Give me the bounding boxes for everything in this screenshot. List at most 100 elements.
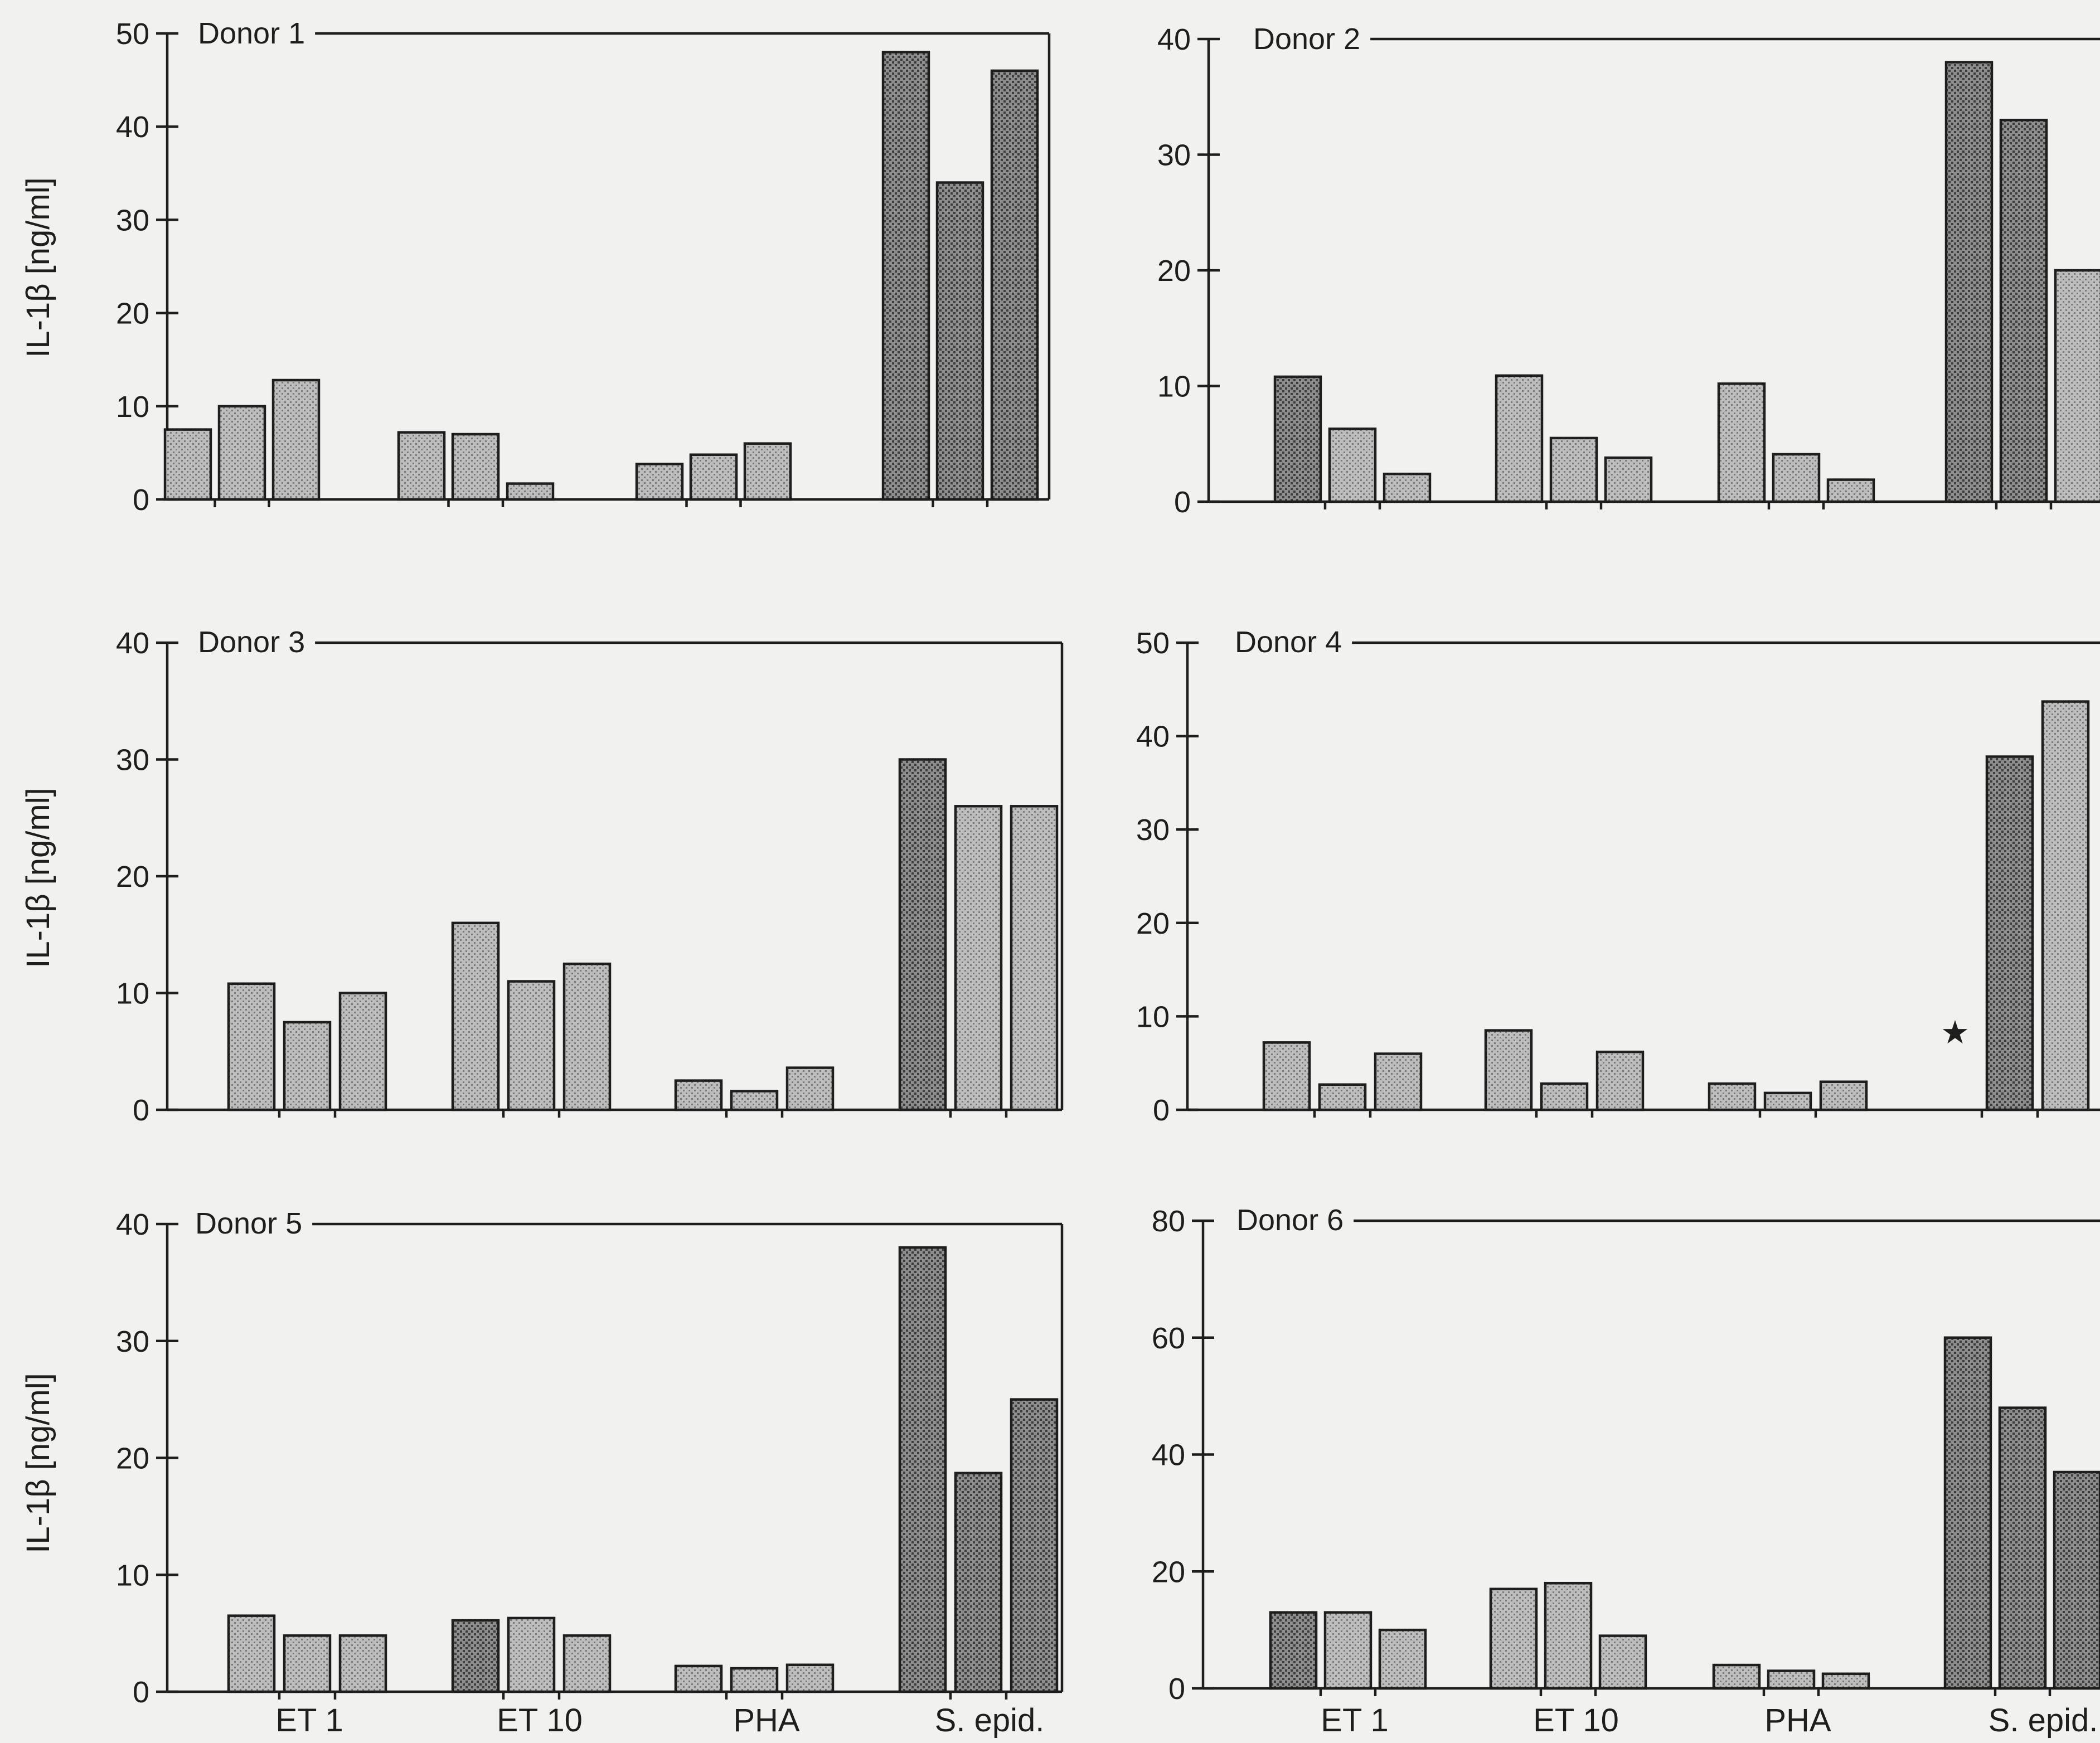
- category-label: ET 1: [1321, 1702, 1388, 1739]
- bar-et-10-3: [1604, 456, 1653, 503]
- y-tick-label: 0: [133, 483, 149, 517]
- bar-et-1-2: [1318, 1083, 1367, 1111]
- y-tick-label: 30: [1157, 139, 1191, 172]
- bar-et-1-3: [1374, 1052, 1423, 1111]
- bar-pha-3: [1819, 1080, 1868, 1111]
- panel-title: Donor 4: [1235, 625, 1342, 659]
- y-tick-label: 40: [116, 110, 149, 144]
- bar-pha-1: [635, 463, 684, 501]
- category-label: S. epid.: [935, 1702, 1045, 1739]
- panel-donor-5: Donor 5 0 10 20 30 40: [116, 1207, 1064, 1709]
- bar-et-1-2: [1328, 428, 1377, 503]
- y-tick-label: 30: [116, 203, 149, 237]
- bar-pha-2: [1767, 1669, 1816, 1690]
- x-category-labels-left: ET 1 ET 10 PHA S. epid.: [275, 1702, 1044, 1739]
- y-tick-label: 0: [133, 1676, 149, 1709]
- y-axis-title-row-3: IL-1β [ng/ml]: [20, 1373, 56, 1553]
- panel-donor-2: Donor 2 0 10 20 30 40: [1157, 22, 2100, 519]
- bar-et-1-2: [283, 1021, 332, 1111]
- y-tick-label: 10: [1136, 1000, 1170, 1033]
- bar-pha-1: [1712, 1663, 1761, 1690]
- bar-s-epid-3: [2053, 1470, 2100, 1690]
- bar-s-epid-2: [1985, 755, 2034, 1111]
- bar-et-10-1: [1484, 1029, 1533, 1111]
- x-category-labels-right: ET 1 ET 10 PHA S. epid.: [1321, 1702, 2098, 1739]
- y-tick-label: 20: [116, 860, 149, 894]
- bar-et-10-1: [451, 921, 500, 1111]
- y-tick-label: 0: [1174, 485, 1191, 519]
- y-tick-label: 30: [116, 1325, 149, 1358]
- bar-et-10-2: [1549, 436, 1598, 503]
- bar-s-epid-1: [881, 51, 930, 501]
- y-tick-label: 20: [1136, 907, 1170, 940]
- panel-title: Donor 6: [1236, 1203, 1344, 1237]
- bar-et-10-1: [1489, 1587, 1538, 1690]
- bar-et-1-3: [1378, 1628, 1427, 1690]
- bar-pha-3: [785, 1663, 835, 1693]
- category-label: ET 10: [1533, 1702, 1619, 1739]
- bar-s-epid-1: [898, 1246, 947, 1693]
- bar-s-epid-2: [954, 1472, 1003, 1693]
- bar-s-epid-3: [2041, 700, 2090, 1111]
- bar-pha-1: [1717, 382, 1766, 503]
- bar-et-10-3: [562, 1634, 612, 1693]
- bar-pha-1: [1708, 1082, 1757, 1111]
- y-tick-label: 40: [116, 627, 149, 660]
- category-label: ET 10: [497, 1702, 583, 1739]
- bar-et-1-2: [283, 1634, 332, 1693]
- bar-s-epid-3: [1010, 805, 1059, 1111]
- y-tick-label: 10: [116, 1558, 149, 1592]
- panel-donor-1: Donor 1 0 10 20 30 40 50: [116, 17, 1051, 517]
- bar-et-10-3: [562, 962, 612, 1111]
- bar-et-10-3: [1598, 1634, 1647, 1690]
- bar-et-10-1: [397, 431, 446, 501]
- y-tick-label: 30: [1136, 813, 1170, 847]
- bar-pha-3: [785, 1066, 835, 1111]
- bar-s-epid-1: [1943, 1336, 1992, 1690]
- bar-et-1-3: [338, 992, 387, 1111]
- y-tick-label: 40: [1152, 1439, 1185, 1472]
- category-label: S. epid.: [1989, 1702, 2098, 1739]
- y-tick-label: 0: [1168, 1672, 1185, 1706]
- panel-donor-3: Donor 3 0 10 20 30 40: [116, 625, 1064, 1127]
- bar-et-1-1: [227, 1614, 276, 1693]
- y-tick-label: 40: [116, 1208, 149, 1241]
- bar-s-epid-3: [2054, 269, 2100, 503]
- panel-donor-4: Donor 4 0 10 20 30 40 50 ★: [1136, 625, 2100, 1127]
- y-tick-label: 50: [116, 17, 149, 51]
- category-label: PHA: [1764, 1702, 1831, 1739]
- y-tick-label: 30: [116, 744, 149, 777]
- y-tick-label: 20: [1157, 254, 1191, 288]
- bar-et-1-2: [217, 405, 266, 501]
- bar-et-1-3: [1383, 472, 1432, 503]
- bar-et-1-2: [1323, 1611, 1372, 1690]
- bar-et-1-1: [1273, 375, 1322, 503]
- bar-s-epid-2: [935, 181, 984, 501]
- bar-pha-2: [730, 1667, 779, 1693]
- bar-s-epid-3: [990, 69, 1039, 501]
- bar-pha-2: [1772, 453, 1821, 503]
- bar-pha-1: [674, 1664, 723, 1693]
- bar-et-10-2: [451, 433, 500, 501]
- panel-donor-6: Donor 6 0 20 40 60 80: [1152, 1203, 2100, 1706]
- bar-et-1-1: [1269, 1611, 1318, 1690]
- y-axis-title-row-2: IL-1β [ng/ml]: [20, 788, 56, 968]
- bar-et-10-1: [451, 1619, 500, 1693]
- panel-title: Donor 1: [198, 17, 305, 50]
- bar-pha-3: [1826, 478, 1875, 503]
- bar-et-10-2: [1540, 1082, 1589, 1111]
- bar-s-epid-2: [1998, 1406, 2047, 1690]
- bar-et-1-3: [338, 1634, 387, 1693]
- bar-et-10-2: [1544, 1581, 1593, 1690]
- y-tick-label: 20: [116, 1442, 149, 1475]
- y-tick-label: 20: [1152, 1555, 1185, 1589]
- bar-s-epid-3: [1010, 1398, 1059, 1693]
- bar-et-1-3: [271, 378, 321, 501]
- category-label: PHA: [733, 1702, 800, 1739]
- y-tick-label: 10: [1157, 370, 1191, 404]
- bar-s-epid-1: [1944, 61, 1994, 503]
- y-tick-label: 10: [116, 390, 149, 424]
- bar-pha-1: [674, 1079, 723, 1111]
- panel-title: Donor 2: [1253, 22, 1360, 56]
